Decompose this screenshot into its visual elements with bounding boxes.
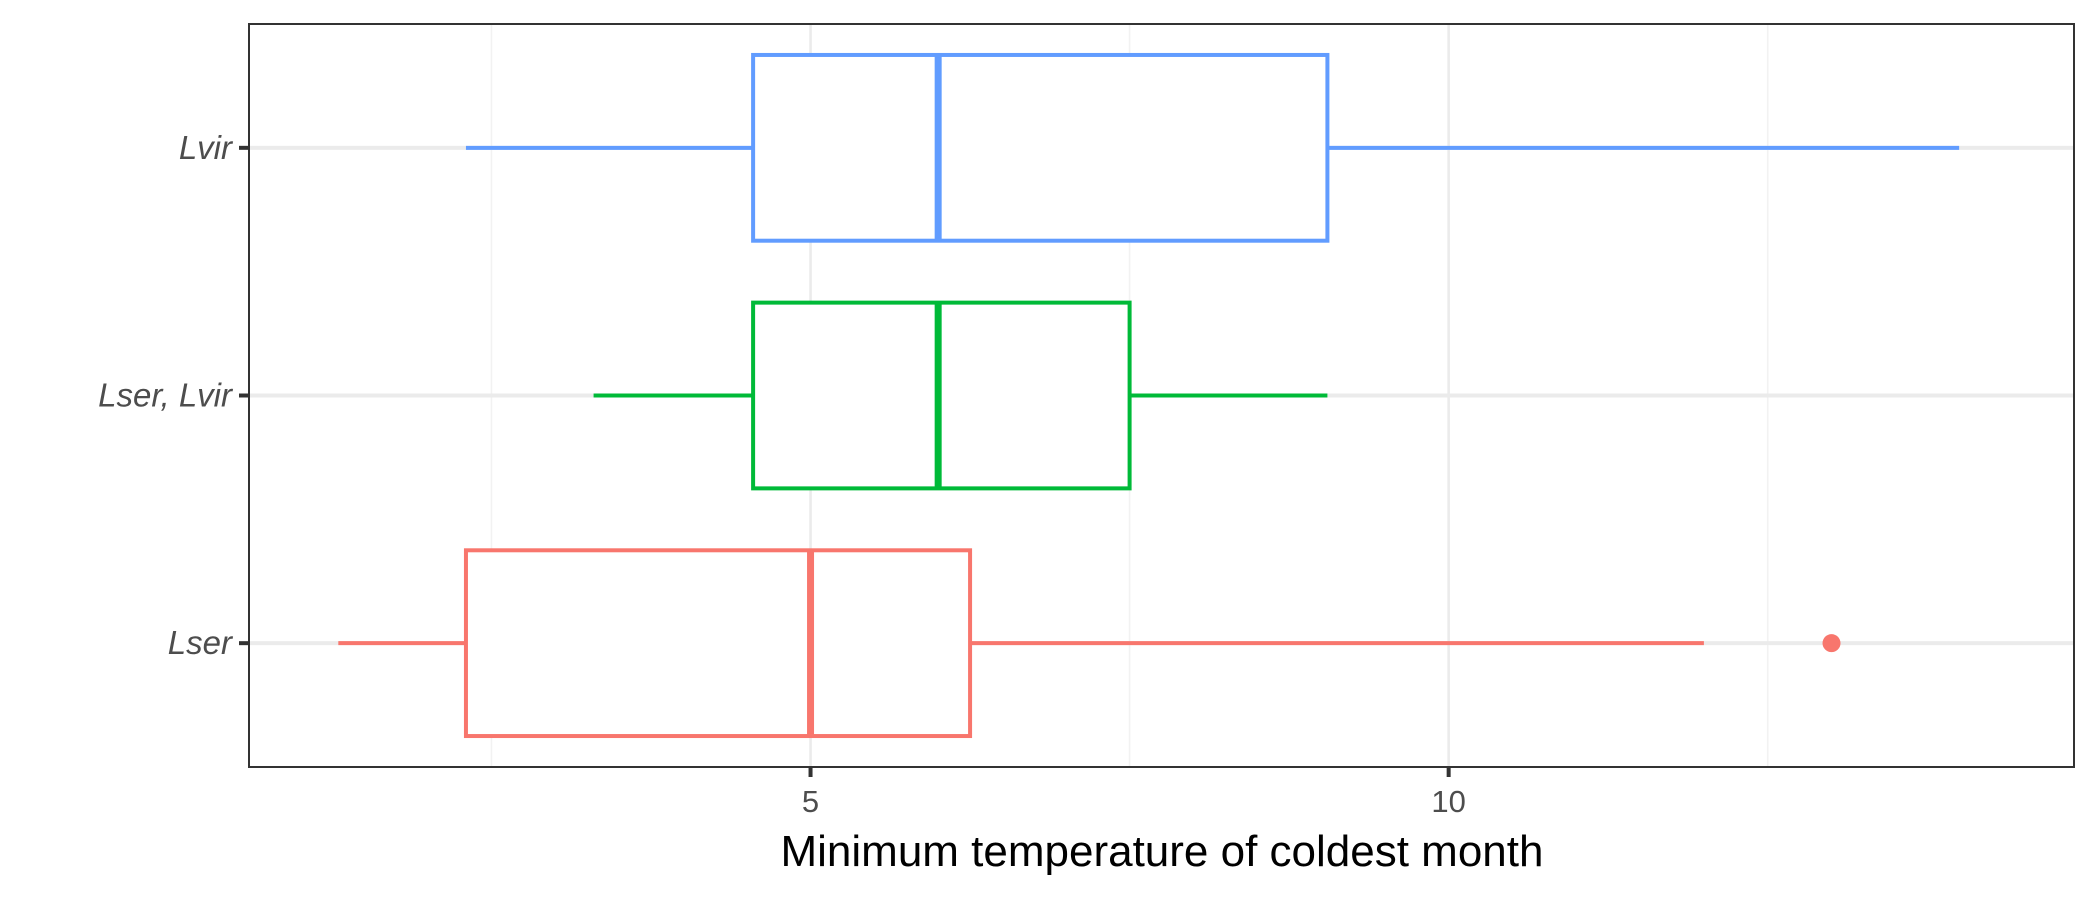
y-tick-label: Lser, Lvir — [98, 377, 234, 414]
box-iqr — [751, 52, 1330, 243]
box-layer — [338, 52, 1960, 739]
x-tick-label: 5 — [802, 784, 819, 819]
x-tick-label: 10 — [1431, 784, 1465, 819]
axes: Lser Lser, Lvir Lvir 5 10 — [98, 129, 1466, 819]
box-lser — [338, 548, 1841, 739]
box-lser-lvir — [593, 300, 1328, 491]
outlier-point — [1822, 634, 1841, 653]
y-tick-label: Lser — [168, 624, 234, 661]
x-axis-title: Minimum temperature of coldest month — [781, 827, 1544, 876]
y-tick-label: Lvir — [179, 129, 234, 166]
box-iqr — [463, 548, 973, 739]
box-lvir — [465, 52, 1960, 243]
